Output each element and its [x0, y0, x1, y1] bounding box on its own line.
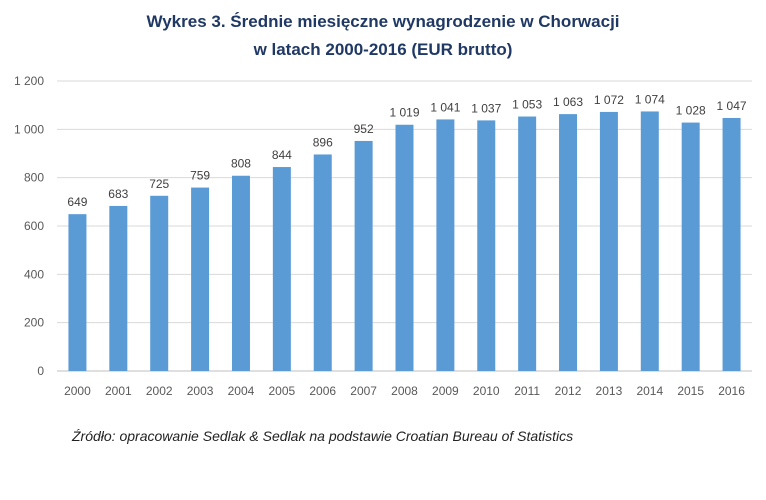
bar-2007 [354, 140, 373, 371]
bar-2008 [395, 124, 414, 371]
bar-2002 [150, 195, 169, 371]
data-label: 1 047 [717, 99, 747, 113]
y-tick-label: 800 [24, 171, 44, 185]
data-label: 1 028 [676, 104, 706, 118]
data-label: 759 [190, 169, 210, 183]
data-label: 844 [272, 148, 292, 162]
data-label: 1 019 [389, 106, 419, 120]
chart-subtitle: w latach 2000-2016 (EUR brutto) [253, 40, 513, 59]
x-tick-label: 2014 [636, 384, 663, 398]
data-label: 1 072 [594, 93, 624, 107]
x-tick-label: 2004 [228, 384, 255, 398]
data-label: 808 [231, 157, 251, 171]
bar-2006 [313, 154, 332, 371]
bar-2014 [640, 111, 659, 371]
y-tick-label: 200 [24, 316, 44, 330]
bar-2011 [518, 116, 537, 372]
y-tick-label: 600 [24, 219, 44, 233]
bar-2000 [68, 214, 87, 371]
x-tick-label: 2005 [269, 384, 296, 398]
bar-2010 [477, 120, 496, 372]
chart-title: Wykres 3. Średnie miesięczne wynagrodzen… [146, 12, 620, 31]
x-tick-label: 2007 [350, 384, 377, 398]
y-tick-label: 400 [24, 267, 44, 281]
x-tick-label: 2013 [596, 384, 623, 398]
data-label: 1 074 [635, 92, 665, 106]
bar-2004 [231, 175, 250, 371]
data-label: 896 [313, 135, 333, 149]
data-label: 1 053 [512, 98, 542, 112]
data-label: 725 [149, 177, 169, 191]
bar-2016 [722, 117, 741, 371]
x-tick-label: 2000 [64, 384, 91, 398]
data-label: 649 [67, 195, 87, 209]
x-tick-label: 2009 [432, 384, 459, 398]
x-tick-label: 2003 [187, 384, 214, 398]
y-tick-label: 1 000 [14, 122, 44, 136]
data-label: 683 [108, 187, 128, 201]
y-tick-label: 0 [37, 364, 44, 378]
bar-2012 [559, 114, 578, 371]
data-label: 952 [354, 122, 374, 136]
source-note: Źródło: opracowanie Sedlak & Sedlak na p… [72, 428, 574, 444]
bar-2003 [191, 187, 210, 371]
x-tick-label: 2016 [718, 384, 745, 398]
bar-2001 [109, 205, 128, 371]
x-tick-label: 2008 [391, 384, 418, 398]
y-tick-label: 1 200 [14, 74, 44, 88]
bar-2005 [272, 167, 291, 371]
x-tick-label: 2006 [309, 384, 336, 398]
x-tick-label: 2002 [146, 384, 173, 398]
data-label: 1 041 [430, 100, 460, 114]
bar-2015 [681, 122, 700, 371]
bar-2013 [599, 111, 618, 371]
x-tick-label: 2011 [514, 384, 540, 398]
bar-2009 [436, 119, 455, 371]
data-label: 1 063 [553, 95, 583, 109]
x-tick-label: 2012 [555, 384, 582, 398]
x-tick-label: 2010 [473, 384, 500, 398]
x-tick-label: 2001 [105, 384, 132, 398]
data-label: 1 037 [471, 101, 501, 115]
x-tick-label: 2015 [677, 384, 704, 398]
